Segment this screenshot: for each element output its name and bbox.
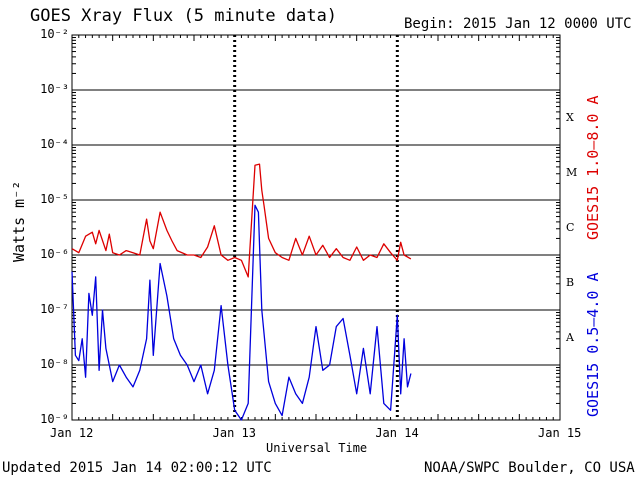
y-tick-label: 10⁻⁸ — [40, 357, 69, 371]
y-tick-label: 10⁻⁷ — [40, 302, 69, 316]
flare-class-label: X — [566, 110, 574, 124]
legend-short-channel: GOES15 0.5–4.0 A — [584, 272, 602, 418]
legend-long-channel: GOES15 1.0–8.0 A — [584, 95, 602, 241]
long-channel-line — [71, 163, 412, 278]
x-axis-label: Universal Time — [266, 441, 368, 455]
x-tick-label: Jan 12 — [50, 426, 94, 440]
grid — [72, 35, 560, 420]
y-tick-label: 10⁻⁹ — [40, 412, 69, 426]
y-axis-label: Watts m⁻² — [10, 180, 28, 262]
credit-label: NOAA/SWPC Boulder, CO USA — [424, 460, 635, 476]
flare-class-label: M — [566, 165, 578, 179]
chart-title: GOES Xray Flux (5 minute data) — [30, 6, 338, 26]
flare-class-label: A — [566, 330, 574, 344]
series-long — [71, 163, 412, 278]
x-tick-label: Jan 13 — [212, 426, 257, 440]
y-tick-label: 10⁻² — [40, 27, 69, 41]
begin-label: Begin: 2015 Jan 12 0000 UTC — [404, 16, 632, 32]
short-channel-line — [71, 204, 412, 421]
x-tick-label: Jan 15 — [538, 426, 582, 440]
series-short — [71, 204, 412, 421]
y-tick-label: 10⁻³ — [40, 82, 69, 96]
y-tick-label: 10⁻⁶ — [40, 247, 69, 261]
updated-label: Updated 2015 Jan 14 02:00:12 UTC — [2, 460, 272, 476]
flare-class-label: B — [566, 275, 575, 289]
x-tick-label: Jan 14 — [375, 426, 419, 440]
y-tick-label: 10⁻⁴ — [40, 137, 69, 151]
axis-ticks — [72, 34, 560, 421]
y-tick-label: 10⁻⁵ — [40, 192, 69, 206]
flare-class-label: C — [566, 220, 575, 234]
